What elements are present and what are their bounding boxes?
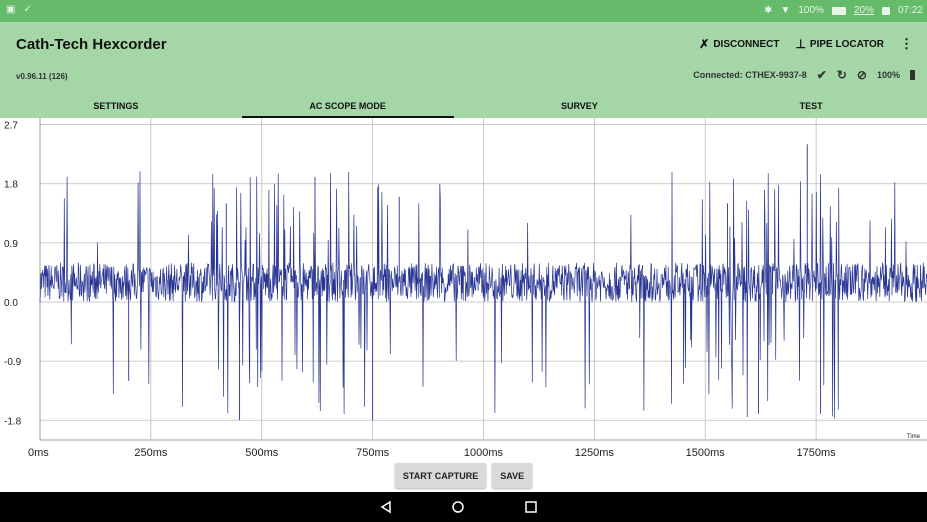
signal-series [39, 144, 927, 421]
device-battery-icon [910, 70, 915, 80]
signal-line [39, 171, 927, 419]
x-tick-label: 0ms [28, 447, 49, 459]
home-button[interactable] [448, 498, 468, 516]
back-icon [380, 500, 391, 514]
connection-status: Connected: CTHEX-9937-8 ✔ ↻ ⊘ 100% [693, 68, 915, 82]
y-tick-label: 0.0 [4, 298, 18, 309]
pipe-locator-label: PIPE LOCATOR [809, 38, 884, 50]
pipe-icon: ⊥ [795, 37, 806, 51]
y-tick-label: -1.8 [4, 416, 22, 427]
y-tick-label: 1.8 [4, 180, 18, 191]
disconnect-label: DISCONNECT [713, 38, 780, 50]
tab-bar: SETTINGS AC SCOPE MODE SURVEY TEST [0, 94, 927, 118]
x-axis-ticks: 0ms 250ms 500ms 750ms 1000ms 1250ms 1500ms 1750… [28, 447, 836, 459]
tab-settings[interactable]: SETTINGS [0, 94, 232, 118]
status-bar: ▣ ✓ ✱ ▼ 100% 20% 07:22 [0, 0, 927, 22]
recents-icon [525, 501, 537, 513]
bluetooth-disabled-icon: ✗ [699, 37, 710, 51]
x-tick-label: 750ms [356, 447, 390, 459]
start-capture-button[interactable]: START CAPTURE [394, 463, 487, 488]
tab-test-label: TEST [799, 101, 823, 111]
action-bar: ✗ DISCONNECT ⊥ PIPE LOCATOR ⋮ [699, 36, 913, 52]
battery-icon-2 [881, 6, 890, 15]
check-icon: ✓ [23, 4, 32, 15]
more-vert-icon: ⋮ [900, 36, 913, 51]
status-battery-text-2: 20% [853, 5, 874, 16]
x-tick-label: 500ms [245, 447, 279, 459]
app-title: Cath-Tech Hexcorder [16, 36, 167, 53]
recents-button[interactable] [521, 498, 541, 516]
tab-test[interactable]: TEST [695, 94, 927, 118]
gps-off-icon: ⊘ [856, 68, 867, 82]
save-button[interactable]: SAVE [492, 463, 533, 488]
connection-text: Connected: CTHEX-9937-8 [693, 70, 807, 80]
wifi-icon: ▼ [780, 5, 791, 16]
system-nav-bar [0, 492, 927, 522]
clock: 07:22 [897, 5, 923, 16]
bluetooth-status-icon: ✱ [764, 5, 773, 16]
y-tick-label: 0.9 [4, 239, 18, 250]
y-tick-label: -0.9 [4, 357, 22, 368]
disconnect-button[interactable]: ✗ DISCONNECT [699, 37, 779, 51]
sync-icon[interactable]: ↻ [836, 68, 847, 82]
notification-icon: ▣ [6, 4, 16, 15]
scope-chart: 2.7 1.8 0.9 0.0 -0.9 -1.8 0ms 250ms 500ms 750ms 1… [4, 118, 927, 459]
tab-ac-scope-label: AC SCOPE MODE [309, 101, 386, 111]
overflow-menu-button[interactable]: ⋮ [900, 36, 913, 52]
status-battery-text: 100% [798, 5, 824, 16]
home-icon [452, 501, 464, 513]
chart-grid [39, 118, 927, 441]
x-tick-label: 1750ms [797, 447, 837, 459]
y-axis-ticks: 2.7 1.8 0.9 0.0 -0.9 -1.8 [4, 121, 22, 428]
pipe-locator-button[interactable]: ⊥ PIPE LOCATOR [795, 37, 884, 51]
app-bar: Cath-Tech Hexcorder ✗ DISCONNECT ⊥ PIPE … [0, 22, 927, 118]
y-tick-label: 2.7 [4, 121, 18, 132]
x-tick-label: 1500ms [686, 447, 726, 459]
x-tick-label: 1250ms [575, 447, 615, 459]
app-version: v0.96.11 (126) [16, 72, 68, 81]
tab-ac-scope-mode[interactable]: AC SCOPE MODE [232, 94, 464, 118]
tab-settings-label: SETTINGS [93, 101, 139, 111]
device-battery-text: 100% [876, 70, 900, 80]
capture-controls: START CAPTURE SAVE [0, 463, 927, 491]
back-button[interactable] [376, 498, 396, 516]
battery-icon [831, 6, 846, 15]
x-tick-label: 1000ms [464, 447, 504, 459]
x-axis-label: Time [907, 434, 921, 440]
tab-survey-label: SURVEY [560, 101, 598, 111]
check-circle-icon: ✔ [816, 68, 827, 82]
x-tick-label: 250ms [134, 447, 168, 459]
tab-survey[interactable]: SURVEY [464, 94, 696, 118]
